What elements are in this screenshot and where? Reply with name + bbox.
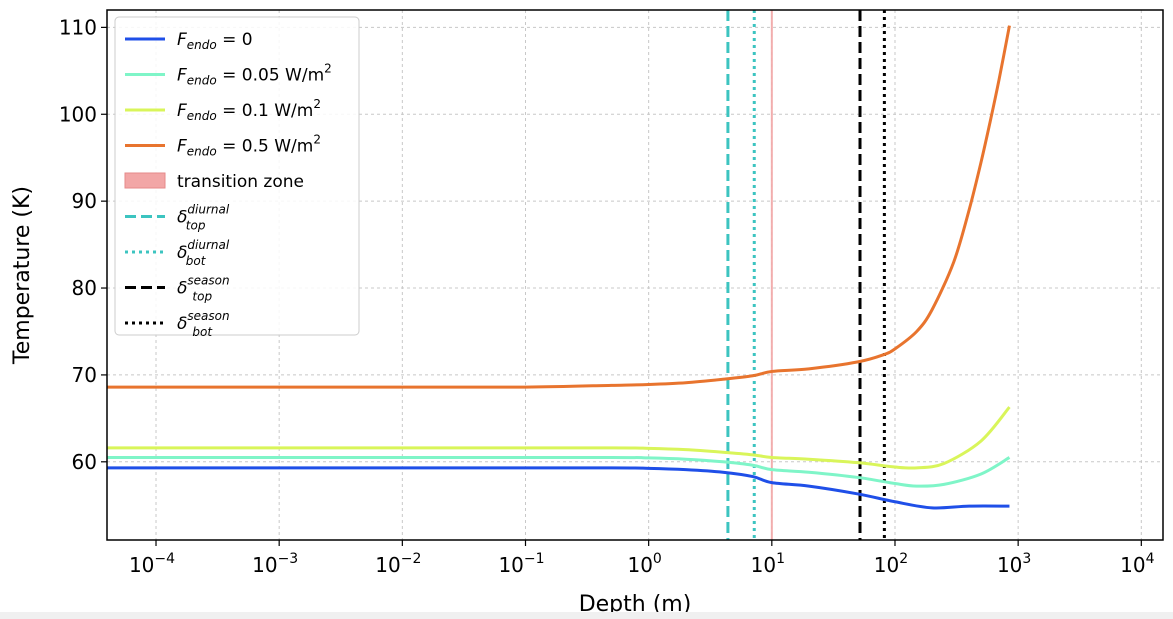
x-tick-label: 101 bbox=[751, 551, 785, 577]
legend-label: Fendo = 0.5 W/m2 bbox=[177, 133, 321, 159]
legend-label-transition-zone: transition zone bbox=[177, 172, 304, 192]
series-line-2 bbox=[106, 406, 1011, 470]
x-tick-label: 104 bbox=[1120, 551, 1154, 577]
x-tick-label: 10−1 bbox=[498, 551, 544, 577]
x-tick-label: 10−3 bbox=[252, 551, 298, 577]
plot-frame bbox=[106, 9, 1164, 541]
transition-zone-layer bbox=[770, 10, 773, 540]
legend-label: Fendo = 0.05 W/m2 bbox=[177, 62, 332, 88]
legend: Fendo = 0 Fendo = 0.05 W/m2 Fendo = 0.1 W/… bbox=[114, 16, 360, 339]
x-tick-label: 10−4 bbox=[129, 551, 175, 577]
y-tick-label: 110 bbox=[59, 15, 97, 39]
y-tick-label: 70 bbox=[72, 363, 97, 387]
series-line-3 bbox=[106, 25, 1011, 389]
legend-label: Fendo = 0 bbox=[177, 30, 253, 52]
y-tick-label: 80 bbox=[72, 276, 97, 300]
legend-label: Fendo = 0.1 W/m2 bbox=[177, 97, 321, 123]
y-tick-label: 90 bbox=[72, 189, 97, 213]
y-tick-label: 60 bbox=[72, 450, 97, 474]
series-line-1 bbox=[107, 455, 1011, 488]
y-tick-label: 100 bbox=[59, 102, 97, 126]
series-layer bbox=[106, 25, 1011, 510]
y-axis-label: Temperature (K) bbox=[10, 186, 35, 365]
series-line-0 bbox=[107, 466, 1010, 510]
x-tick-label: 100 bbox=[627, 551, 661, 577]
tick-layer: 10−4 10−3 10−2 10−1 100 101 102 103 104 60 70 80 90 1… bbox=[59, 15, 1155, 577]
x-tick-label: 103 bbox=[997, 551, 1031, 577]
legend-label: δseason top bbox=[177, 274, 230, 304]
x-tick-label: 10−2 bbox=[375, 551, 421, 577]
x-tick-label: 102 bbox=[874, 551, 908, 577]
window-bottom-edge bbox=[0, 612, 1173, 619]
legend-swatch-transition-zone bbox=[124, 172, 166, 189]
legend-label: δdiurnal top bbox=[177, 203, 230, 233]
legend-label: δdiurnal bot bbox=[177, 238, 230, 268]
legend-box bbox=[114, 16, 360, 336]
legend-label: δseason bot bbox=[177, 309, 230, 339]
transition-zone-band bbox=[770, 10, 773, 540]
